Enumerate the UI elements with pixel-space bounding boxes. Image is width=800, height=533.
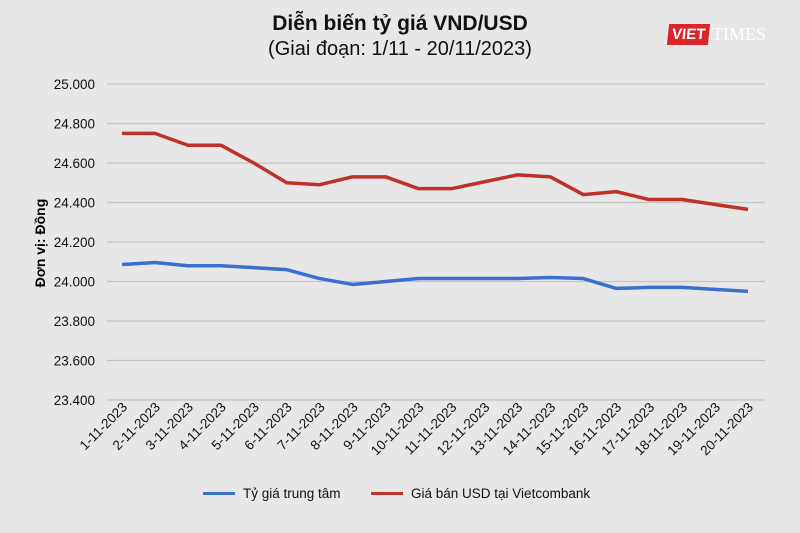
y-axis-label: Đơn vị: Đồng — [32, 199, 48, 288]
y-tick-label: 24.000 — [54, 275, 95, 290]
chart-title: Diễn biến tỷ giá VND/USD — [272, 12, 528, 35]
series-line-1 — [122, 131, 749, 212]
y-tick-label: 25.000 — [54, 77, 95, 92]
legend-item-central-rate: Tỷ giá trung tâm — [203, 486, 341, 501]
legend-swatch — [203, 492, 235, 495]
legend-item-vietcombank: Giá bán USD tại Vietcombank — [371, 486, 590, 501]
chart-subtitle: (Giai đoạn: 1/11 - 20/11/2023) — [268, 38, 532, 60]
legend-swatch — [371, 492, 403, 495]
y-tick-label: 23.400 — [54, 393, 95, 408]
y-tick-label: 23.600 — [54, 354, 95, 369]
y-tick-label: 24.200 — [54, 235, 95, 250]
viettimes-logo: VIET TIMES — [666, 22, 768, 48]
legend-label: Tỷ giá trung tâm — [243, 486, 341, 501]
y-tick-label: 23.800 — [54, 314, 95, 329]
series-line-0 — [121, 260, 749, 294]
y-tick-label: 24.600 — [54, 156, 95, 171]
y-tick-label: 24.800 — [54, 117, 95, 132]
legend-label: Giá bán USD tại Vietcombank — [411, 486, 591, 501]
y-tick-label: 24.400 — [54, 196, 95, 211]
